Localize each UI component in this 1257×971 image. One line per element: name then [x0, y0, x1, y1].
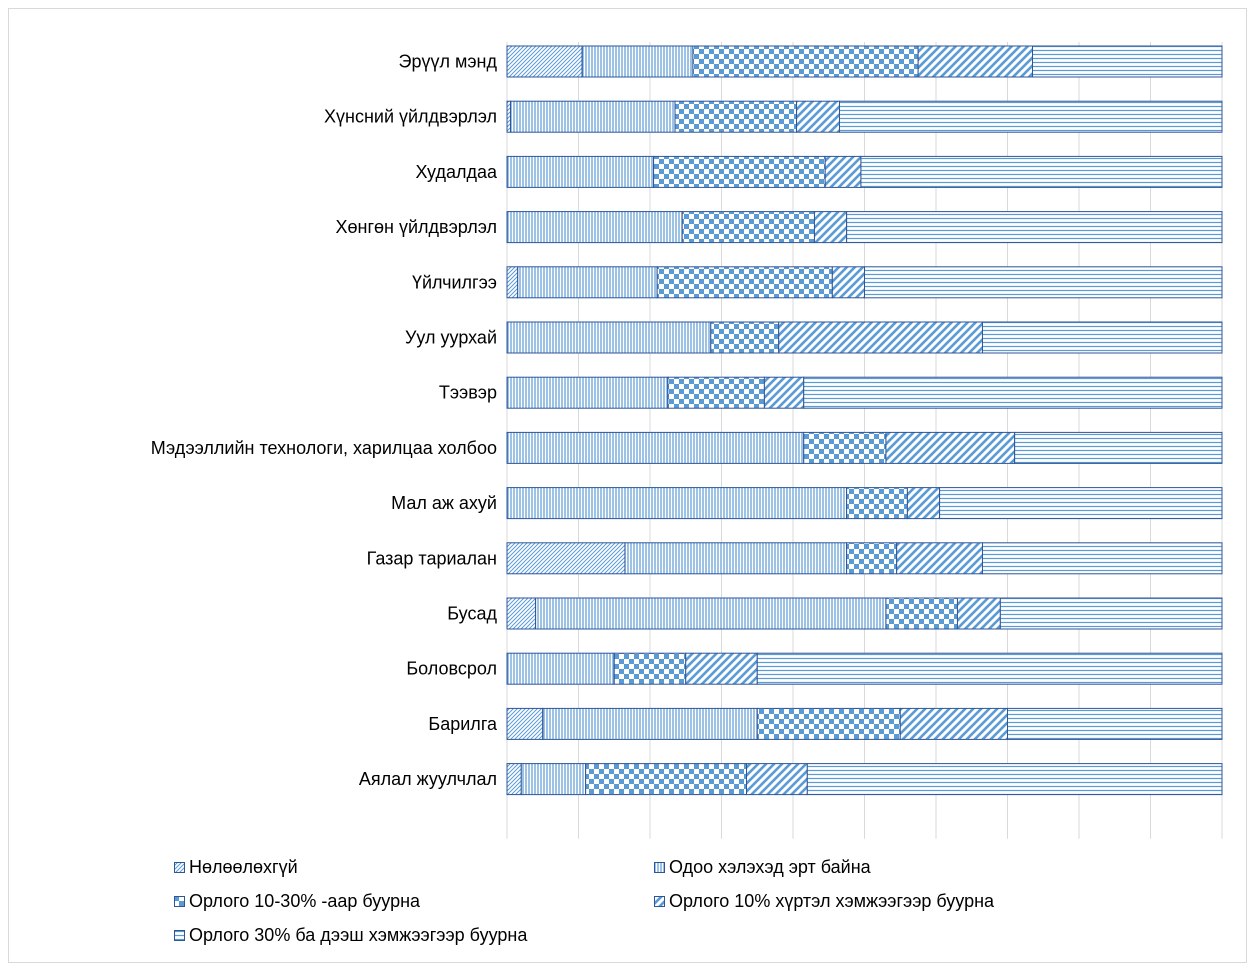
bar-segment	[710, 321, 780, 354]
chart-plot: Эрүүл мэнд Хүнсний үйлдвэрлэл Худалдаа Хөнг…	[151, 42, 1223, 839]
legend-swatch	[174, 896, 185, 907]
bar-segment	[613, 652, 687, 685]
legend-item: Орлого 10% хүртэл хэмжээгээр буурна	[654, 891, 994, 912]
bar-segment	[1032, 45, 1223, 78]
category-label: Үйлчилгээ	[412, 272, 497, 292]
legend-swatch	[654, 862, 665, 873]
bar-segment	[756, 707, 901, 740]
legend-label: Одоо хэлэхэд эрт байна	[669, 857, 871, 877]
bar-segment	[506, 155, 655, 188]
legend-item: Орлого 30% ба дээш хэмжээгээр буурна	[174, 925, 527, 946]
category-label: Уул уурхай	[405, 328, 497, 348]
bar-segment	[510, 100, 676, 133]
bar-segment	[860, 155, 1223, 188]
bar-segment	[581, 45, 694, 78]
bar-segment	[906, 487, 941, 520]
bar-segment	[746, 763, 808, 796]
category-label: Барилга	[428, 714, 498, 734]
bar-segment	[506, 487, 848, 520]
category-label: Эрүүл мэнд	[399, 52, 498, 72]
bar-segment	[685, 652, 758, 685]
bar-segment	[674, 100, 798, 133]
legend-label: Орлого 10% хүртэл хэмжээгээр буурна	[669, 891, 995, 911]
bar-segment	[535, 597, 887, 630]
bar-segment	[520, 763, 587, 796]
bar-segment	[506, 211, 683, 244]
category-label: Мэдээллийн технологи, харилцаа холбоо	[151, 438, 497, 458]
bar-segment	[999, 597, 1223, 630]
bar-segment	[506, 431, 805, 464]
bar-segment	[506, 597, 537, 630]
bar-segment	[939, 487, 1223, 520]
bar-segment	[899, 707, 1008, 740]
bar-segment	[796, 100, 840, 133]
bar-segment	[806, 763, 1223, 796]
legend-item: Орлого 10-30% -аар буурна	[174, 891, 420, 912]
category-label: Хөнгөн үйлдвэрлэл	[336, 217, 497, 237]
category-label: Бусад	[447, 604, 497, 624]
category-label: Аялал жуулчлал	[359, 769, 497, 789]
category-label: Газар тариалан	[367, 548, 497, 568]
bar-segment	[506, 321, 712, 354]
bar-segment	[756, 652, 1223, 685]
bar-segment	[763, 376, 805, 409]
bar-segment	[1007, 707, 1223, 740]
bar-segment	[656, 266, 833, 299]
legend-swatch	[654, 896, 665, 907]
legend-label: Орлого 30% ба дээш хэмжээгээр буурна	[189, 925, 528, 945]
bar-segment	[1014, 431, 1223, 464]
bar-segment	[506, 45, 583, 78]
bar-segment	[846, 211, 1223, 244]
category-label: Хүнсний үйлдвэрлэл	[324, 107, 497, 127]
category-label: Худалдаа	[415, 162, 498, 182]
bar-segment	[846, 542, 898, 575]
legend-swatch	[174, 930, 185, 941]
bar-segment	[896, 542, 983, 575]
bar-segment	[542, 707, 758, 740]
bar-segment	[778, 321, 983, 354]
bar-segment	[506, 707, 544, 740]
bar-segment	[681, 211, 815, 244]
bar-segment	[692, 45, 919, 78]
bar-segment	[846, 487, 908, 520]
bar-segment	[667, 376, 765, 409]
legend-item: Нөлөөлөхгүй	[174, 857, 298, 878]
bar-segment	[981, 321, 1223, 354]
bar-segment	[917, 45, 1034, 78]
bar-segment	[838, 100, 1223, 133]
bar-segment	[585, 763, 748, 796]
legend-label: Орлого 10-30% -аар буурна	[189, 891, 421, 911]
legend: Нөлөөлөхгүй Одоо хэлэхэд эрт байна Орлого …	[9, 847, 1248, 967]
bar-segment	[506, 376, 669, 409]
bar-segment	[885, 431, 1016, 464]
bar-segment	[803, 431, 887, 464]
legend-swatch	[174, 862, 185, 873]
bar-segment	[506, 652, 615, 685]
bar-segment	[624, 542, 848, 575]
category-label: Боловсрол	[406, 659, 497, 679]
legend-item: Одоо хэлэхэд эрт байна	[654, 857, 871, 878]
bar-segment	[506, 266, 519, 299]
bar-segment	[803, 376, 1223, 409]
bar-segment	[517, 266, 658, 299]
legend-label: Нөлөөлөхгүй	[189, 857, 298, 877]
bar-segment	[506, 763, 522, 796]
bar-segment	[824, 155, 862, 188]
category-label: Мал аж ахуй	[391, 493, 497, 513]
bar-segment	[506, 100, 512, 133]
bar-segment	[864, 266, 1223, 299]
chart-area: Эрүүл мэнд Хүнсний үйлдвэрлэл Худалдаа Хөнг…	[8, 8, 1247, 963]
bar-segment	[813, 211, 848, 244]
bar-segment	[885, 597, 958, 630]
bar-segment	[956, 597, 1001, 630]
bar-segment	[653, 155, 826, 188]
category-label: Тээвэр	[439, 383, 497, 403]
bar-segment	[981, 542, 1223, 575]
bar-segment	[831, 266, 866, 299]
bar-segment	[506, 542, 626, 575]
